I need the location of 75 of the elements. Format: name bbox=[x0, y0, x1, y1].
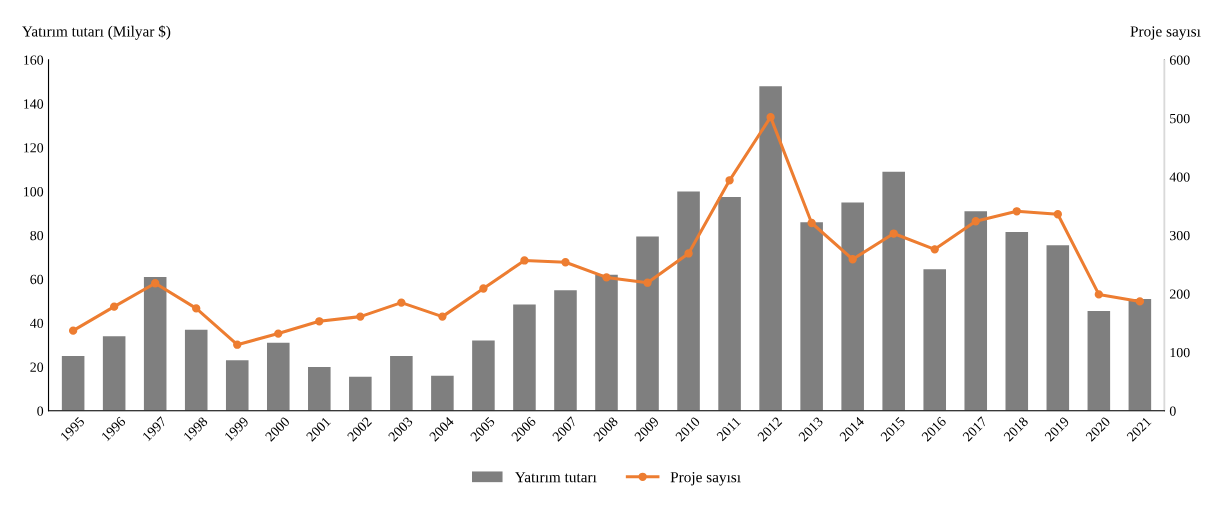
y2-tick-label: 500 bbox=[1170, 113, 1190, 124]
bar bbox=[102, 336, 126, 411]
y2-tick-label: 200 bbox=[1169, 289, 1190, 299]
y-tick-label: 60 bbox=[30, 274, 44, 285]
y-tick-label: 140 bbox=[24, 99, 44, 109]
bar bbox=[1128, 298, 1152, 411]
point bbox=[520, 256, 529, 265]
bar bbox=[225, 360, 249, 411]
point bbox=[807, 218, 816, 228]
bar bbox=[390, 355, 413, 411]
bar bbox=[554, 290, 577, 411]
point bbox=[725, 176, 734, 185]
bar bbox=[266, 342, 290, 411]
x-tick-label: 2011 bbox=[716, 416, 742, 442]
bar bbox=[184, 329, 208, 411]
bar bbox=[718, 196, 741, 411]
y-tick-label: 100 bbox=[24, 187, 44, 197]
point bbox=[889, 229, 898, 238]
point bbox=[356, 312, 365, 321]
point bbox=[1012, 207, 1021, 216]
point bbox=[766, 112, 775, 122]
bar bbox=[1005, 232, 1029, 411]
point bbox=[438, 312, 447, 321]
point bbox=[1135, 297, 1145, 306]
point bbox=[109, 302, 119, 311]
bar bbox=[349, 376, 372, 411]
y-axis-title: Yatırım tutarı (Milyar $) bbox=[22, 25, 171, 40]
point bbox=[684, 249, 693, 258]
point bbox=[233, 340, 242, 349]
y-tick-label: 0 bbox=[37, 406, 44, 416]
y-tick-label: 20 bbox=[30, 362, 44, 372]
y-tick-label: 80 bbox=[30, 230, 44, 241]
bar bbox=[964, 211, 988, 411]
point bbox=[192, 304, 201, 313]
point bbox=[971, 217, 980, 226]
y-tick-label: 160 bbox=[24, 55, 44, 65]
y-tick-label: 120 bbox=[24, 143, 44, 153]
point bbox=[151, 279, 160, 288]
bar bbox=[431, 375, 454, 411]
bar bbox=[472, 340, 495, 411]
bar bbox=[882, 171, 905, 411]
point bbox=[479, 284, 488, 293]
bar bbox=[923, 269, 947, 411]
point bbox=[930, 245, 939, 254]
bar bbox=[595, 274, 618, 411]
point bbox=[1094, 290, 1104, 299]
legend-label: Yatırım tutarı bbox=[514, 472, 597, 483]
legend-label: Proje sayısı bbox=[670, 472, 741, 486]
bar bbox=[800, 222, 823, 411]
point bbox=[602, 273, 611, 282]
point bbox=[643, 278, 652, 287]
bar bbox=[759, 86, 782, 411]
point bbox=[274, 329, 283, 338]
bar bbox=[677, 191, 700, 411]
bar bbox=[513, 304, 536, 411]
point bbox=[848, 255, 857, 264]
y2-tick-label: 300 bbox=[1170, 230, 1190, 241]
y2-tick-label: 0 bbox=[1169, 406, 1176, 416]
point bbox=[397, 298, 406, 307]
y2-tick-label: 100 bbox=[1170, 347, 1190, 358]
y2-axis-title: Proje sayısı bbox=[1130, 26, 1201, 40]
bar bbox=[636, 236, 659, 411]
point bbox=[561, 258, 570, 267]
bar bbox=[143, 276, 167, 411]
y2-tick-label: 600 bbox=[1169, 55, 1190, 65]
bar bbox=[61, 355, 85, 411]
point bbox=[315, 317, 324, 326]
bar bbox=[1046, 245, 1070, 411]
point bbox=[1053, 210, 1062, 219]
y2-tick-label: 400 bbox=[1169, 172, 1190, 182]
y-tick-label: 40 bbox=[30, 318, 44, 329]
bar bbox=[841, 202, 864, 411]
bar bbox=[1087, 310, 1111, 411]
bar bbox=[308, 366, 331, 411]
point bbox=[68, 326, 78, 335]
